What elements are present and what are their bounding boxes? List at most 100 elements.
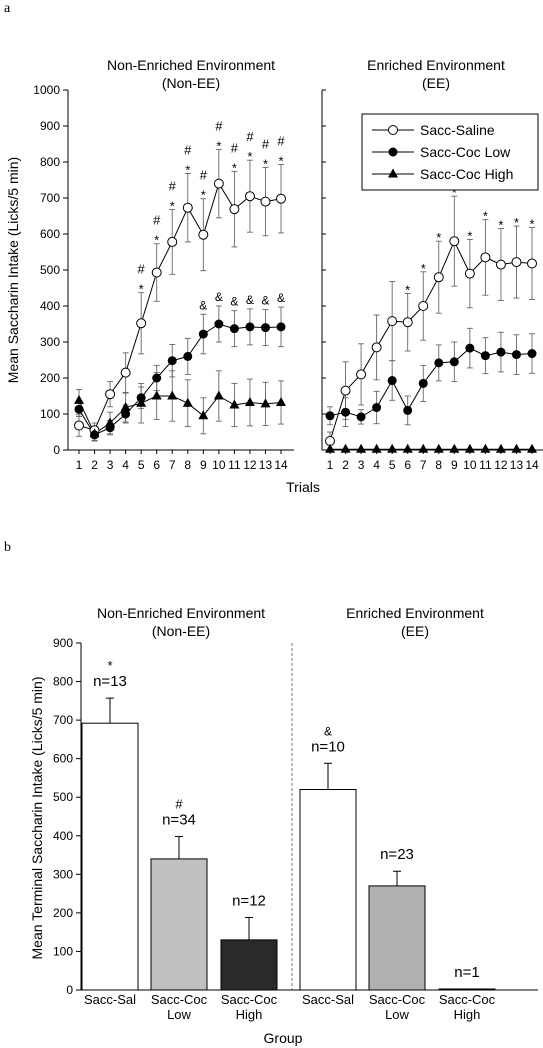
y-tick-label-b: 900 bbox=[53, 636, 73, 650]
data-point bbox=[151, 267, 162, 278]
significance-mark: * bbox=[139, 282, 144, 297]
y-tick-label-b: 800 bbox=[53, 675, 73, 689]
n-label: n=12 bbox=[232, 893, 266, 910]
data-point bbox=[276, 396, 287, 406]
significance-mark: & bbox=[261, 294, 269, 308]
y-tick-label-b: 100 bbox=[53, 944, 73, 958]
data-point bbox=[198, 410, 209, 420]
x-tick-label-a-left: 4 bbox=[122, 458, 129, 472]
data-point bbox=[418, 443, 429, 453]
significance-mark: * bbox=[247, 149, 252, 164]
panel-letter-a: a bbox=[4, 1, 11, 16]
y-tick-label-b: 500 bbox=[53, 790, 73, 804]
significance-mark: & bbox=[324, 724, 332, 738]
data-point bbox=[167, 356, 177, 366]
significance-mark: & bbox=[246, 293, 254, 307]
data-point bbox=[511, 443, 522, 453]
data-point bbox=[136, 318, 147, 329]
data-point bbox=[464, 443, 475, 453]
significance-mark: * bbox=[436, 230, 441, 245]
panel-title: Enriched Environment bbox=[367, 57, 505, 73]
y-tick-label-a: 600 bbox=[40, 227, 60, 241]
data-point bbox=[244, 191, 255, 202]
significance-mark: # bbox=[231, 140, 239, 155]
bar-category-label: Sacc-Sal bbox=[302, 992, 354, 1007]
data-point bbox=[433, 443, 444, 453]
bar-category-label: Sacc-Coc bbox=[369, 992, 426, 1007]
x-tick-label-a-right: 12 bbox=[494, 458, 508, 472]
panel-letter-b: b bbox=[4, 540, 11, 555]
data-point bbox=[214, 319, 224, 329]
significance-mark: # bbox=[277, 134, 285, 149]
data-point bbox=[213, 390, 224, 400]
significance-mark: * bbox=[278, 154, 283, 169]
x-tick-label-a-right: 11 bbox=[479, 458, 492, 472]
data-point bbox=[198, 329, 208, 339]
data-point bbox=[340, 443, 351, 453]
data-point bbox=[229, 324, 239, 334]
data-point bbox=[527, 258, 538, 269]
data-point bbox=[213, 178, 224, 189]
data-point bbox=[198, 229, 209, 240]
y-tick-label-b: 300 bbox=[53, 867, 73, 881]
data-point bbox=[167, 236, 178, 247]
data-point bbox=[449, 443, 460, 453]
chart-b: 0 100 200 300 400 500 600 700 800 900 Mean Termina… bbox=[29, 605, 538, 1046]
significance-mark: # bbox=[184, 143, 192, 158]
data-point bbox=[151, 390, 162, 400]
x-tick-label-a-left: 7 bbox=[169, 458, 176, 472]
x-tick-label-a-right: 4 bbox=[373, 458, 380, 472]
data-point bbox=[403, 405, 413, 415]
x-tick-label-a-left: 6 bbox=[153, 458, 160, 472]
bar-category-label: Low bbox=[385, 1007, 409, 1022]
data-point bbox=[105, 417, 116, 427]
y-tick-label-a: 0 bbox=[53, 443, 60, 457]
data-point bbox=[325, 411, 335, 421]
y-tick-label-a: 300 bbox=[40, 335, 60, 349]
data-point bbox=[244, 396, 255, 406]
data-point bbox=[480, 443, 491, 453]
bar-category-label: Sacc-Coc bbox=[221, 992, 278, 1007]
significance-mark: # bbox=[200, 168, 208, 183]
data-point bbox=[120, 367, 131, 378]
y-tick-label-a: 700 bbox=[40, 191, 60, 205]
y-axis-label-a: Mean Saccharin Intake (Licks/5 min) bbox=[5, 157, 21, 383]
x-tick-label-a-left: 10 bbox=[212, 458, 226, 472]
data-point bbox=[182, 397, 193, 407]
data-point bbox=[356, 412, 366, 422]
panel-title: Non-Enriched Environment bbox=[107, 57, 275, 73]
data-point bbox=[121, 409, 131, 419]
data-point bbox=[388, 125, 398, 135]
data-point bbox=[245, 322, 255, 332]
data-point bbox=[511, 257, 522, 268]
data-point bbox=[229, 399, 240, 409]
x-tick-label-a-right: 10 bbox=[463, 458, 477, 472]
data-point bbox=[74, 420, 84, 431]
data-point bbox=[136, 397, 147, 407]
x-tick-label-a-right: 13 bbox=[510, 458, 524, 472]
significance-mark: * bbox=[154, 233, 159, 248]
significance-mark: * bbox=[514, 215, 519, 230]
significance-mark: & bbox=[230, 295, 238, 309]
data-point bbox=[387, 443, 398, 453]
data-point bbox=[276, 193, 287, 204]
significance-mark: * bbox=[467, 228, 472, 243]
data-point bbox=[511, 350, 521, 360]
data-point bbox=[496, 347, 506, 357]
data-point bbox=[89, 428, 100, 438]
bar bbox=[368, 885, 426, 991]
significance-mark: # bbox=[262, 136, 270, 151]
significance-mark: * bbox=[232, 160, 237, 175]
significance-mark: * bbox=[529, 217, 534, 232]
x-tick-label-a-right: 2 bbox=[342, 458, 349, 472]
legend-label: Sacc-Coc High bbox=[420, 166, 513, 182]
data-point bbox=[325, 443, 335, 453]
y-tick-label-a: 200 bbox=[40, 371, 60, 385]
series-line bbox=[329, 239, 533, 442]
y-tick-label-b: 200 bbox=[53, 906, 73, 920]
data-point bbox=[341, 407, 351, 417]
group-subtitle: (Non-EE) bbox=[152, 623, 210, 639]
legend-a: Sacc-Saline Sacc-Coc Low Sacc-Coc High bbox=[361, 113, 539, 191]
data-point bbox=[356, 369, 367, 380]
significance-mark: * bbox=[498, 218, 503, 233]
